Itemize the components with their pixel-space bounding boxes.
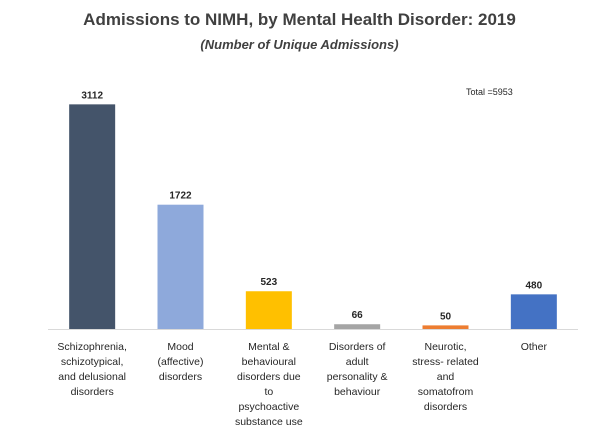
data-label-2: 1722 bbox=[169, 191, 192, 202]
category-label-line: personality & bbox=[326, 371, 388, 383]
category-label-line: disorders bbox=[423, 401, 468, 413]
category-label-4: Disorders of adult personality & behaviour bbox=[311, 340, 403, 400]
category-label-line: disorders bbox=[158, 371, 203, 383]
data-label-1: 3112 bbox=[81, 90, 103, 101]
category-label-line: stress- related bbox=[412, 356, 479, 368]
category-label-line: adult bbox=[345, 356, 369, 368]
data-label-3: 523 bbox=[260, 277, 277, 288]
bar-1 bbox=[69, 104, 116, 329]
bar-5 bbox=[422, 325, 469, 329]
category-label-1: Schizophrenia, schizotypical, and delusion… bbox=[46, 340, 138, 400]
category-label-line: Disorders of bbox=[328, 341, 386, 353]
category-label-6: Other bbox=[488, 340, 580, 355]
category-label-3: Mental & behavioural disorders due to psycho… bbox=[223, 340, 315, 430]
category-label-line: and bbox=[436, 371, 455, 383]
category-label-line: Mental & bbox=[248, 341, 290, 353]
chart-title: Admissions to NIMH, by Mental Health Dis… bbox=[83, 10, 516, 29]
category-label-2: Mood (affective) disorders bbox=[135, 340, 227, 385]
data-label-4: 66 bbox=[352, 310, 364, 321]
bar-6 bbox=[510, 294, 557, 329]
category-label-line: schizotypical, bbox=[60, 356, 124, 368]
data-label-6: 480 bbox=[525, 280, 542, 291]
category-label-line: and delusional bbox=[58, 371, 127, 383]
chart-subtitle: (Number of Unique Admissions) bbox=[200, 37, 399, 52]
category-label-line: somatofrom bbox=[417, 386, 474, 398]
category-label-line: disorders due bbox=[237, 371, 301, 383]
bar-4 bbox=[334, 324, 381, 329]
bar-2 bbox=[157, 204, 204, 329]
category-label-line: substance use bbox=[234, 416, 303, 428]
data-label-5: 50 bbox=[440, 311, 452, 322]
category-label-line: psychoactive bbox=[238, 401, 300, 413]
category-label-line: Mood bbox=[167, 341, 194, 353]
category-label-line: (affective) bbox=[157, 356, 204, 368]
category-label-line: to bbox=[264, 386, 274, 398]
category-label-line: Other bbox=[520, 341, 547, 353]
category-label-line: behaviour bbox=[334, 386, 381, 398]
total-annotation: Total =5953 bbox=[466, 87, 513, 97]
bar-3 bbox=[245, 291, 292, 329]
category-label-line: behavioural bbox=[241, 356, 296, 368]
category-label-5: Neurotic, stress- related and somatofrom dis… bbox=[400, 340, 492, 415]
category-label-line: Neurotic, bbox=[424, 341, 467, 353]
category-label-line: disorders bbox=[70, 386, 114, 398]
category-label-line: Schizophrenia, bbox=[57, 341, 127, 353]
